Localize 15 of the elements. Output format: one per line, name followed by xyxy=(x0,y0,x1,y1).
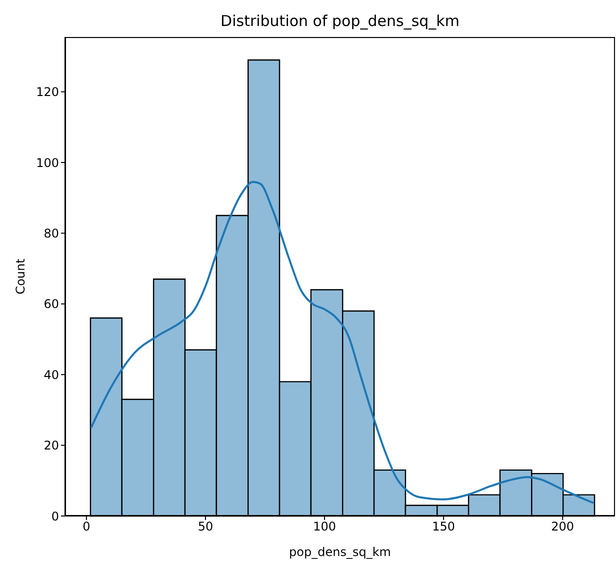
y-tick-label: 60 xyxy=(44,297,59,312)
x-tick-label: 200 xyxy=(551,520,574,534)
y-tick-label: 80 xyxy=(44,226,59,240)
y-tick-label: 120 xyxy=(36,85,59,100)
x-tick-label: 0 xyxy=(82,520,90,534)
y-tick-label: 100 xyxy=(36,156,59,170)
y-tick-label: 0 xyxy=(51,509,59,524)
y-tick-label: 40 xyxy=(44,368,59,382)
y-tick-label: 20 xyxy=(44,438,59,453)
x-tick-label: 150 xyxy=(432,520,456,534)
chart-title: Distribution of pop_dens_sq_km xyxy=(220,12,460,30)
x-tick-label: 100 xyxy=(313,520,336,534)
x-axis-title: pop_dens_sq_km xyxy=(289,545,391,559)
x-tick-label: 50 xyxy=(198,520,214,534)
y-axis-title: Count xyxy=(13,258,28,294)
